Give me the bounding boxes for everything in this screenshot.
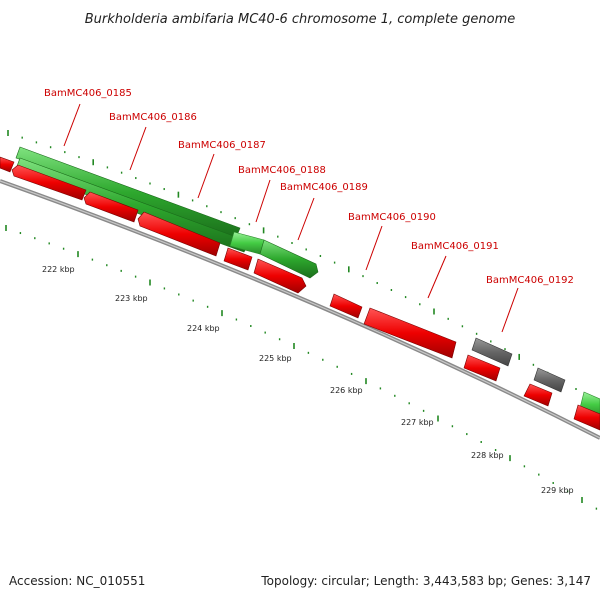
gene-label-leaders xyxy=(63,103,519,333)
gene-arrow-red-4 xyxy=(223,247,253,271)
gene-arrow-0189 xyxy=(259,239,319,279)
kbp-label-222: 222 kbp xyxy=(42,265,75,274)
chromosome-backbone-highlight xyxy=(0,180,600,439)
leader-line-0191 xyxy=(427,255,447,299)
gene-label-0188: BamMC406_0188 xyxy=(238,165,326,176)
leader-line-0186 xyxy=(129,126,147,171)
map-title: Burkholderia ambifaria MC40-6 chromosome… xyxy=(85,12,515,27)
kbp-label-225: 225 kbp xyxy=(259,354,292,363)
gene-label-0189: BamMC406_0189 xyxy=(280,182,368,193)
gene-arrow-red-9 xyxy=(523,383,553,407)
leader-line-0192 xyxy=(501,287,519,333)
kbp-label-229: 229 kbp xyxy=(541,486,574,495)
kbp-label-227: 227 kbp xyxy=(401,418,434,427)
leader-line-0190 xyxy=(365,225,383,271)
gene-label-0190: BamMC406_0190 xyxy=(348,212,436,223)
gene-label-0186: BamMC406_0186 xyxy=(109,112,197,123)
gene-label-0191: BamMC406_0191 xyxy=(411,241,499,252)
gene-arrow-red-2 xyxy=(83,191,139,223)
gene-arrow-0185 xyxy=(15,146,241,239)
gene-arrow-partial-right xyxy=(579,391,600,418)
gene-arrow-red-3 xyxy=(137,211,221,257)
gene-arrow-red-7 xyxy=(363,307,457,359)
gene-arrow-red-8 xyxy=(463,354,501,382)
gene-arrow-red-5 xyxy=(253,258,307,294)
gene-arrow-gray-2 xyxy=(533,367,566,393)
leader-line-0189 xyxy=(297,197,315,241)
gene-label-0185: BamMC406_0185 xyxy=(44,88,132,99)
gene-arrow-gray-1 xyxy=(471,337,513,367)
leader-line-0185 xyxy=(63,103,81,147)
gene-label-0192: BamMC406_0192 xyxy=(486,275,574,286)
gene-labels: BamMC406_0185 BamMC406_0186 BamMC406_018… xyxy=(44,88,574,286)
inner-tick-marks xyxy=(5,225,598,510)
gene-arrow-0186 xyxy=(15,157,251,253)
kbp-labels: 222 kbp 223 kbp 224 kbp 225 kbp 226 kbp … xyxy=(42,265,574,495)
leader-line-0188 xyxy=(255,179,271,223)
kbp-label-223: 223 kbp xyxy=(115,294,148,303)
gene-arrow-red-0 xyxy=(0,156,15,173)
accession-text: Accession: NC_010551 xyxy=(9,574,145,588)
reverse-genes xyxy=(0,156,600,431)
forward-genes xyxy=(15,146,600,418)
gene-arrow-red-6 xyxy=(329,293,363,319)
gene-arrow-red-1 xyxy=(11,164,87,201)
leader-line-0187 xyxy=(197,153,215,199)
kbp-label-226: 226 kbp xyxy=(330,386,363,395)
other-genes xyxy=(471,337,566,393)
genome-summary-text: Topology: circular; Length: 3,443,583 bp… xyxy=(260,574,591,588)
gene-label-0187: BamMC406_0187 xyxy=(178,140,266,151)
outer-tick-marks xyxy=(7,130,591,399)
kbp-label-228: 228 kbp xyxy=(471,451,504,460)
gene-arrow-red-10 xyxy=(573,404,600,431)
kbp-label-224: 224 kbp xyxy=(187,324,220,333)
